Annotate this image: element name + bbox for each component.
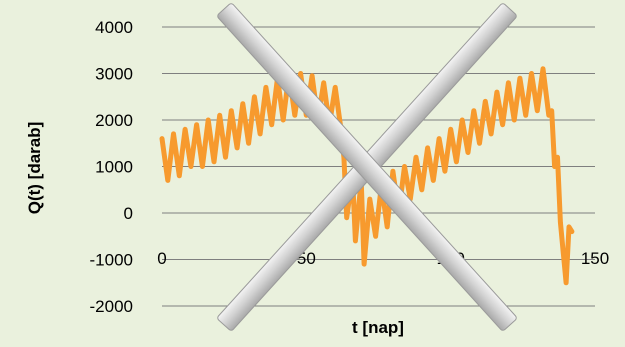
series-line — [159, 66, 575, 286]
cross-mark — [217, 3, 517, 331]
y-tick-label: -2000 — [90, 297, 133, 316]
y-tick-label: 3000 — [95, 65, 133, 84]
x-axis-title: t [nap] — [352, 318, 404, 337]
y-axis-title: Q(t) [darab] — [25, 122, 44, 215]
series-layer — [159, 66, 575, 286]
y-tick-label: 2000 — [95, 111, 133, 130]
y-tick-label: 4000 — [95, 18, 133, 37]
y-tick-label: 0 — [124, 204, 133, 223]
y-tick-label: 1000 — [95, 158, 133, 177]
y-tick-label: -1000 — [90, 251, 133, 270]
cross-bar-falling — [217, 3, 517, 331]
x-tick-label: 150 — [581, 249, 609, 268]
x-tick-label: 0 — [157, 249, 166, 268]
